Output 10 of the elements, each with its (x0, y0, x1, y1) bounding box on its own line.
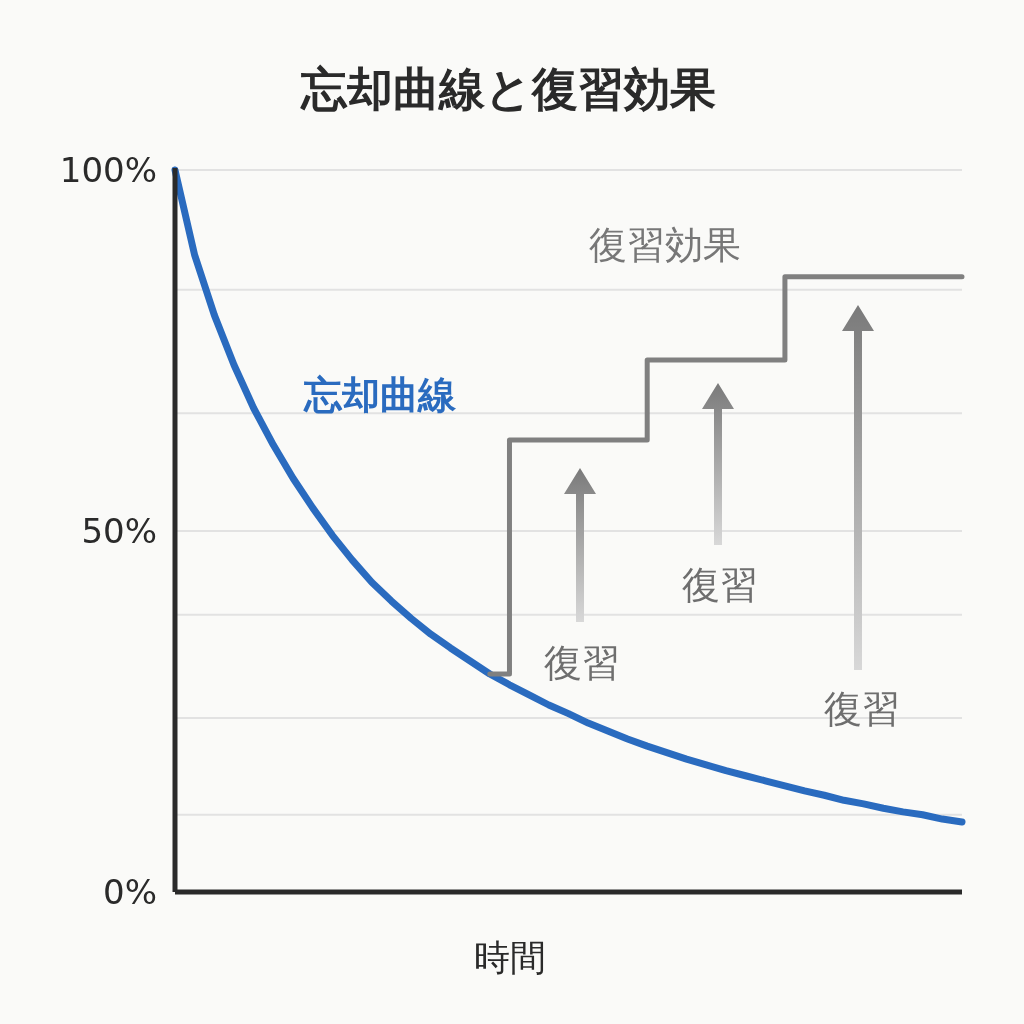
series-label: 忘却曲線 (303, 373, 457, 417)
chart-title: 忘却曲線と復習効果 (299, 62, 716, 116)
annotation: 復習 (682, 563, 758, 607)
annotation: 復習 (824, 687, 900, 731)
x-axis-title: 時間 (474, 937, 546, 978)
series-label: 復習効果 (589, 223, 741, 267)
y-tick-label: 0% (103, 872, 157, 912)
y-tick-label: 50% (81, 511, 157, 551)
annotation: 復習 (544, 641, 620, 685)
y-tick-label: 100% (59, 150, 157, 190)
